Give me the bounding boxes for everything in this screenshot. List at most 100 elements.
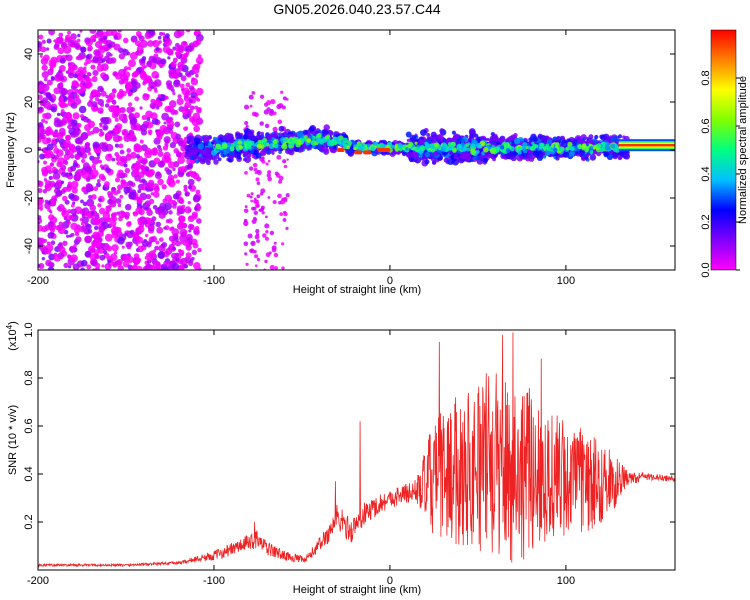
spectrogram-cell — [80, 259, 88, 267]
spectrogram-cell — [102, 75, 106, 79]
spectrogram-cell — [462, 150, 469, 158]
spectrogram-cell — [41, 257, 46, 261]
spectrogram-cell — [176, 137, 184, 145]
spectrogram-cell — [272, 200, 277, 205]
spectrogram-cell — [197, 247, 202, 253]
spectrogram-cell — [195, 56, 204, 65]
spectrogram-cell — [255, 177, 260, 182]
spectrogram-cell — [84, 143, 90, 150]
spectrogram-cell — [80, 46, 87, 53]
spectrogram-cell — [41, 39, 46, 44]
spectrogram-cell — [588, 134, 594, 140]
spectrogram-cell — [71, 187, 78, 194]
spectrogram-cell — [76, 128, 80, 132]
spectrogram-cell — [129, 265, 135, 270]
spectrogram-y-label: Frequency (Hz) — [5, 112, 17, 188]
spectrogram-cell — [191, 118, 200, 127]
spectrogram-cell — [77, 74, 85, 82]
spectrogram-cell — [623, 152, 631, 160]
x-tick-label: -200 — [27, 275, 49, 287]
spectrogram-cell — [274, 266, 278, 270]
spectrogram-cell — [96, 182, 101, 188]
spectrogram-cell — [190, 105, 195, 111]
spectrogram-cell — [420, 129, 427, 136]
spectrogram-cell — [185, 30, 191, 33]
spectrogram-cell — [115, 198, 122, 204]
spectrogram-cell — [134, 96, 140, 102]
spectrogram-cell — [563, 142, 567, 147]
spectrogram-cell — [130, 123, 137, 131]
spectrogram-cell — [250, 240, 256, 247]
spectrogram-cell — [91, 90, 98, 96]
spectrogram-cell — [522, 142, 528, 148]
spectrogram-cell — [99, 254, 106, 261]
spectrogram-cell — [206, 153, 213, 160]
spectrogram-cell — [211, 141, 215, 145]
spectrogram-cell — [106, 133, 113, 139]
spectrogram-cell — [217, 157, 222, 162]
spectrogram-cell — [58, 64, 66, 72]
spectrogram-cell — [170, 109, 177, 116]
spectrogram-cell — [154, 89, 158, 93]
spectrogram-cell — [139, 106, 143, 110]
spectrogram-cell — [270, 98, 276, 105]
spectrogram-cell — [272, 126, 278, 132]
spectrogram-cell — [195, 93, 199, 97]
spectrogram-cell — [65, 234, 70, 239]
spectrogram-cell — [253, 197, 257, 201]
spectrogram-cell — [39, 244, 47, 252]
spectrogram-cell — [99, 124, 103, 128]
spectrogram-cell — [106, 245, 113, 252]
spectrogram-cell — [80, 84, 86, 90]
spectrogram-cell — [42, 113, 48, 119]
spectrogram-cell — [283, 211, 288, 217]
spectrogram-cell — [244, 171, 248, 175]
spectrogram-cell — [102, 124, 109, 131]
spectrogram-cell — [60, 76, 64, 81]
spectrogram-cell — [76, 38, 81, 43]
spectrogram-cell — [408, 141, 414, 147]
spectrogram-cell — [155, 106, 160, 110]
spectrogram-cell — [161, 241, 168, 248]
spectrogram-cell — [146, 217, 153, 225]
spectrogram-cell — [266, 140, 270, 144]
spectrogram-cell — [105, 167, 111, 174]
spectrogram-cell — [100, 166, 105, 170]
spectrogram-cell — [57, 157, 66, 166]
spectrogram-cell — [63, 215, 68, 220]
spectrogram-cell — [500, 153, 506, 159]
spectrogram-cell — [267, 159, 271, 163]
spectrogram-cell — [117, 30, 122, 33]
spectrogram-cell — [165, 247, 173, 255]
spectrogram-cell — [144, 147, 152, 155]
spectrogram-cell — [182, 108, 189, 116]
spectrogram-cell — [266, 173, 271, 178]
spectrogram-cell — [143, 239, 147, 243]
spectrogram-cell — [85, 57, 92, 65]
spectrogram-cell — [78, 105, 87, 114]
spectrogram-cell — [582, 136, 586, 141]
spectrogram-cell — [188, 229, 192, 233]
spectrogram-cell — [513, 132, 518, 138]
spectrogram-cell — [95, 212, 100, 217]
spectrogram-cell — [137, 245, 144, 253]
spectrogram-cell — [249, 195, 253, 199]
spectrogram-cell — [192, 172, 200, 180]
spectrogram-cell — [172, 72, 180, 80]
spectrogram-cell — [253, 210, 258, 215]
spectrogram-cell — [185, 244, 192, 251]
spectrogram-cell — [237, 140, 242, 145]
spectrogram-cell — [157, 178, 164, 186]
spectrogram-cell — [63, 139, 71, 148]
spectrogram-cell — [117, 265, 124, 270]
spectrogram-cell — [440, 146, 446, 152]
spectrogram-cell — [122, 260, 130, 268]
spectrogram-cell — [232, 141, 239, 147]
spectrogram-cell — [281, 242, 285, 246]
spectrogram-cell — [114, 177, 121, 183]
spectrogram-cell — [517, 146, 522, 151]
spectrogram-cell — [93, 186, 99, 192]
spectrogram-cell — [113, 35, 119, 40]
spectrogram-cell — [60, 164, 67, 171]
spectrogram-cell — [76, 122, 82, 128]
